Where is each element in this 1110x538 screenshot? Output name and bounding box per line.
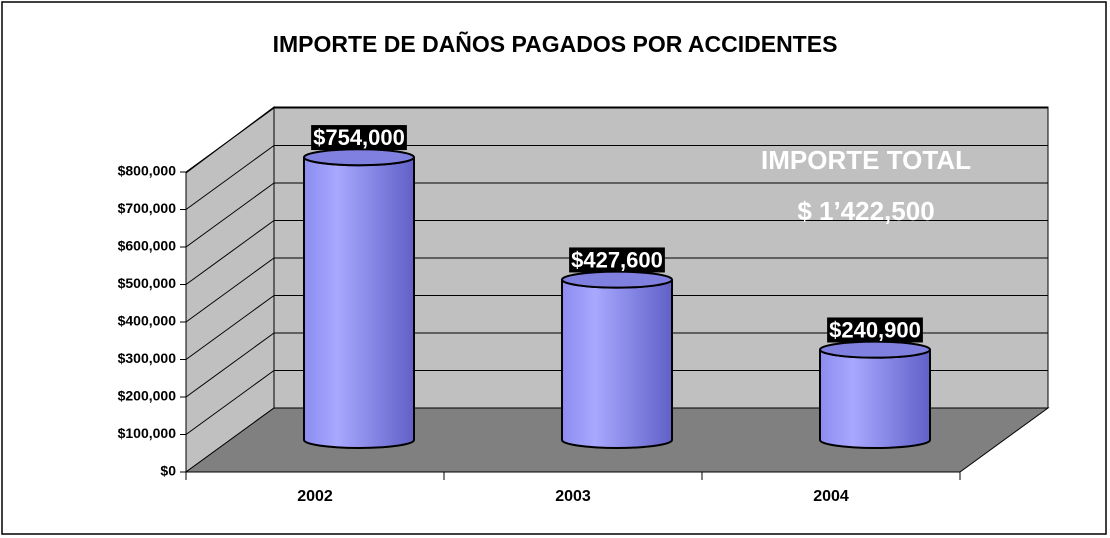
y-tick-label: $700,000 bbox=[118, 200, 177, 216]
y-tick-label: $0 bbox=[160, 463, 176, 479]
bar-top bbox=[303, 148, 415, 167]
data-label-bg bbox=[569, 247, 665, 273]
data-label-bg bbox=[311, 125, 407, 151]
grid-line bbox=[185, 257, 275, 323]
grid-line bbox=[185, 107, 275, 173]
bar-top bbox=[819, 340, 931, 359]
grid-line bbox=[185, 332, 275, 398]
data-label-bg bbox=[827, 317, 923, 343]
data-label: $427,600 bbox=[571, 247, 663, 272]
grid-line bbox=[185, 145, 275, 210]
y-tick-label: $100,000 bbox=[118, 425, 177, 441]
x-tick-label: 2003 bbox=[555, 488, 591, 505]
bar-top bbox=[561, 270, 673, 289]
data-label: $240,900 bbox=[829, 317, 921, 342]
bar bbox=[303, 156, 415, 449]
y-tick-label: $300,000 bbox=[118, 350, 177, 366]
chart-title: IMPORTE DE DAÑOS PAGADOS POR ACCIDENTES bbox=[273, 30, 838, 57]
y-tick-label: $500,000 bbox=[118, 275, 177, 291]
annotation: IMPORTE TOTAL bbox=[761, 145, 971, 175]
x-tick-label: 2002 bbox=[297, 488, 333, 505]
bar bbox=[819, 349, 931, 449]
y-tick-label: $200,000 bbox=[118, 388, 177, 404]
grid-line bbox=[185, 295, 275, 360]
annotation: $ 1’422,500 bbox=[797, 196, 934, 226]
data-label: $754,000 bbox=[313, 125, 405, 150]
x-tick-label: 2004 bbox=[813, 488, 849, 505]
grid-line bbox=[185, 220, 275, 285]
grid-line bbox=[185, 182, 275, 248]
y-tick-label: $600,000 bbox=[118, 238, 177, 254]
y-tick-label: $400,000 bbox=[118, 313, 177, 329]
y-tick-label: $800,000 bbox=[118, 163, 177, 179]
grid-line bbox=[185, 370, 275, 435]
bar bbox=[561, 279, 673, 449]
